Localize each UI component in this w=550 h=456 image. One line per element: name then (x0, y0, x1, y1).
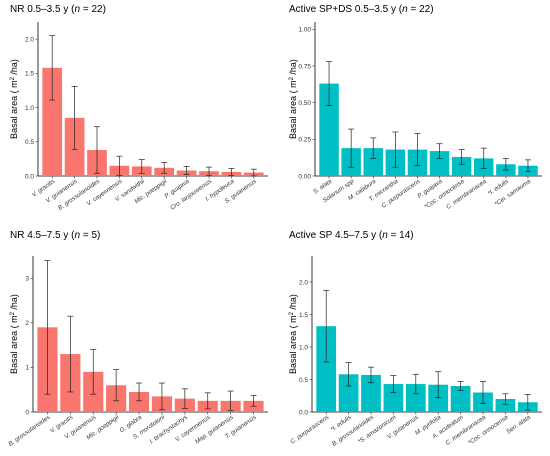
error-bar (94, 126, 100, 174)
error-bar (524, 159, 531, 172)
y-tick-label: 2.0 (299, 279, 308, 286)
panel-active-spds-early: Active SP+DS 0.5–3.5 y (n = 22) Basal are… (288, 4, 542, 211)
error-bar (390, 375, 397, 393)
bar (428, 384, 449, 412)
error-bar (457, 381, 464, 391)
error-bar (67, 315, 74, 393)
error-bar (227, 390, 234, 412)
bar (383, 384, 404, 412)
error-bar (502, 393, 509, 405)
error-bar (116, 155, 123, 176)
error-bar (181, 388, 188, 409)
error-bar (348, 128, 355, 168)
y-tick-label: 1.0 (299, 344, 308, 351)
y-axis-label: Basal area ( m2 /ha) (9, 294, 19, 374)
y-tick-label: 3 (25, 276, 29, 283)
error-bar (136, 382, 143, 402)
error-bar (44, 260, 51, 395)
error-bar (250, 395, 257, 407)
error-bar (206, 166, 212, 176)
y-axis-label: Basal area ( m2 /ha) (288, 294, 298, 374)
error-bar (183, 166, 190, 175)
error-bar (436, 143, 443, 159)
bar (451, 156, 472, 176)
y-tick-label: 2.0 (25, 36, 34, 43)
error-bar (368, 366, 374, 384)
bar (405, 384, 426, 412)
error-bar (228, 168, 235, 176)
x-tick-label: C. membranacea (445, 178, 488, 211)
y-tick-label: 0.75 (298, 63, 311, 70)
bar (319, 83, 339, 176)
error-bar (502, 158, 509, 171)
panel-nr-late: NR 4.5–7.5 y (n = 5) Basal area ( m2 /ha)… (7, 230, 268, 448)
bar (316, 326, 337, 412)
y-tick-label: 0.5 (25, 139, 34, 146)
chart-title: NR 4.5–7.5 y (n = 5) (10, 230, 100, 241)
bar (429, 151, 450, 176)
error-bar (158, 382, 165, 411)
error-bar (458, 149, 465, 165)
error-bar (113, 369, 120, 402)
bar (495, 399, 516, 412)
x-tick-label: Sen. alata (505, 414, 532, 436)
y-axis-label: Basal area ( m2 /ha) (9, 59, 19, 139)
panel-active-sp-late: Active SP 4.5–7.5 y (n = 14) Basal area (… (288, 230, 542, 448)
y-tick-label: 1.00 (298, 27, 311, 34)
error-bar (138, 159, 145, 174)
error-bar (480, 147, 487, 170)
bar (128, 391, 150, 412)
error-bar (524, 394, 531, 411)
y-tick-label: 0.50 (298, 100, 311, 107)
error-bar (412, 373, 419, 395)
x-tick-label: B. grossularioides (7, 414, 51, 448)
chart-title: Active SP+DS 0.5–3.5 y (n = 22) (289, 4, 434, 15)
error-bar (370, 137, 377, 159)
error-bar (71, 85, 78, 150)
y-tick-label: 2 (25, 320, 29, 327)
error-bar (204, 392, 211, 410)
error-bar (414, 133, 421, 167)
error-bar (480, 381, 486, 404)
error-bar (326, 61, 333, 106)
bar (42, 67, 63, 176)
y-tick-label: 1.5 (25, 71, 34, 78)
y-axis-label: Basal area ( m2 /ha) (288, 59, 298, 139)
error-bar (161, 161, 168, 174)
y-tick-label: 1.5 (299, 312, 308, 319)
y-tick-label: 0 (25, 409, 29, 416)
y-tick-label: 0.0 (299, 409, 308, 416)
error-bar (392, 131, 399, 168)
x-tick-label: *Coc. orinocense (467, 414, 510, 447)
y-tick-label: 0.0 (25, 173, 34, 180)
error-bar (435, 371, 442, 399)
y-tick-label: 1 (25, 365, 29, 372)
bar (450, 386, 471, 412)
bar (363, 148, 383, 176)
error-bar (345, 362, 352, 387)
bar (338, 374, 359, 412)
panel-nr-early: NR 0.5–3.5 y (n = 22) Basal area ( m2 /ha… (9, 4, 268, 212)
y-tick-label: 1.0 (25, 105, 34, 112)
chart-title: NR 0.5–3.5 y (n = 22) (10, 4, 106, 15)
y-tick-label: 0.00 (298, 173, 311, 180)
x-tick-label: C. purpurascens (289, 414, 330, 446)
error-bar (323, 290, 330, 363)
y-tick-label: 0.25 (298, 137, 311, 144)
error-bar (90, 349, 97, 395)
y-tick-label: 0.5 (299, 377, 308, 384)
error-bar (49, 35, 56, 101)
bar (361, 374, 381, 412)
chart-title: Active SP 4.5–7.5 y (n = 14) (289, 230, 414, 241)
